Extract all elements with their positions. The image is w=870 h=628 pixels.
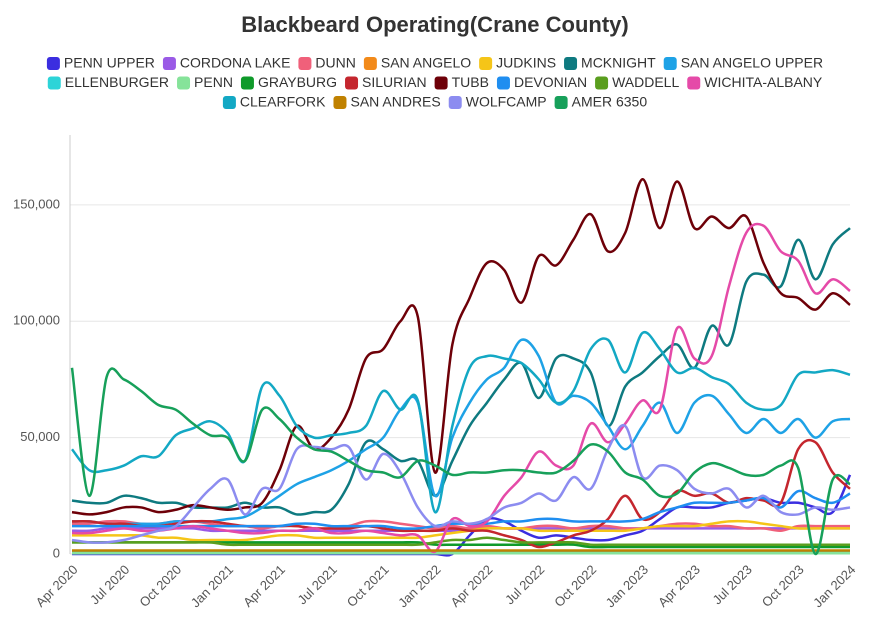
legend-swatch: [47, 76, 61, 90]
legend-label: WICHITA-ALBANY: [704, 74, 823, 90]
legend-swatch: [434, 76, 448, 90]
legend-label: JUDKINS: [496, 55, 556, 71]
legend-item: SAN ANDRES: [333, 94, 441, 110]
legend-swatch: [363, 57, 377, 70]
legend-item: SAN ANGELO: [363, 55, 471, 71]
legend-swatch: [333, 96, 347, 109]
legend-label: PENN UPPER: [64, 55, 155, 71]
legend-label: CORDONA LAKE: [180, 55, 290, 71]
series-line: [71, 338, 851, 526]
legend-item: CORDONA LAKE: [162, 55, 290, 71]
legend-label: MCKNIGHT: [581, 55, 656, 71]
x-tick-label: Jul 2022: [502, 562, 547, 607]
series-line: [72, 519, 850, 542]
legend-swatch: [448, 96, 462, 109]
legend-swatch: [663, 57, 677, 70]
legend-item: PENN: [177, 74, 233, 90]
x-tick-label: Apr 2020: [33, 562, 81, 610]
legend-item: SILURIAN: [345, 74, 427, 90]
legend-label: AMER 6350: [572, 94, 648, 110]
chart-title: Blackbeard Operating(Crane County): [241, 12, 629, 37]
legend-label: SILURIAN: [362, 74, 427, 90]
x-tick-label: Oct 2020: [136, 562, 184, 610]
legend: PENN UPPER CORDONA LAKE DUNN SAN ANGELO JUDK…: [46, 55, 823, 110]
x-tick-label: Jan 2022: [395, 562, 443, 610]
x-tick-label: Apr 2021: [240, 562, 288, 610]
y-tick-label: 50,000: [20, 429, 60, 444]
x-tick-label: Apr 2022: [448, 562, 496, 610]
legend-item: MCKNIGHT: [564, 55, 656, 71]
legend-item: CLEARFORK: [222, 94, 326, 110]
legend-item: ELLENBURGER: [47, 74, 169, 90]
legend-swatch: [479, 57, 493, 70]
legend-swatch: [496, 76, 510, 90]
legend-label: CLEARFORK: [240, 94, 326, 110]
series-line: [71, 177, 851, 516]
x-tick-label: Apr 2023: [655, 562, 703, 610]
legend-item: WOLFCAMP: [448, 94, 547, 110]
legend-item: WICHITA-ALBANY: [687, 74, 823, 90]
legend-swatch: [240, 76, 254, 90]
x-tick-label: Jul 2023: [709, 562, 754, 607]
legend-label: SAN ANGELO UPPER: [681, 55, 823, 71]
legend-swatch: [564, 57, 578, 70]
legend-item: TUBB: [434, 74, 489, 90]
legend-item: DUNN: [298, 55, 356, 71]
y-tick-label: 0: [53, 545, 60, 560]
legend-item: AMER 6350: [554, 94, 648, 110]
legend-item: WADDELL: [595, 74, 679, 90]
series-line: [71, 330, 851, 514]
legend-label: WOLFCAMP: [466, 94, 547, 110]
legend-label: PENN: [194, 74, 233, 90]
legend-item: GRAYBURG: [240, 74, 337, 90]
legend-swatch: [162, 57, 176, 70]
legend-swatch: [687, 76, 701, 90]
legend-label: TUBB: [452, 74, 489, 90]
legend-item: DEVONIAN: [496, 74, 587, 90]
legend-swatch: [298, 57, 312, 70]
series-line: [71, 227, 851, 516]
legend-label: WADDELL: [612, 74, 679, 90]
legend-swatch: [345, 76, 359, 90]
x-tick-label: Jan 2024: [810, 562, 858, 610]
plot-area: [70, 177, 852, 557]
legend-label: SAN ANDRES: [350, 94, 440, 110]
series-line: [70, 367, 851, 556]
legend-label: DEVONIAN: [514, 74, 587, 90]
legend-label: DUNN: [315, 55, 355, 71]
legend-item: SAN ANGELO UPPER: [663, 55, 823, 71]
legend-swatch: [222, 96, 236, 109]
legend-swatch: [554, 96, 568, 109]
y-tick-label: 150,000: [13, 196, 60, 211]
series-line: [71, 423, 851, 544]
x-tick-label: Jul 2021: [295, 562, 340, 607]
legend-label: SAN ANGELO: [381, 55, 471, 71]
x-tick-label: Oct 2022: [551, 562, 599, 610]
legend-item: JUDKINS: [479, 55, 556, 71]
legend-item: PENN UPPER: [46, 55, 155, 71]
x-tick-label: Jul 2020: [87, 562, 132, 607]
legend-label: ELLENBURGER: [65, 74, 169, 90]
x-tick-label: Oct 2021: [344, 562, 392, 610]
y-tick-label: 100,000: [13, 313, 60, 328]
legend-swatch: [46, 57, 60, 70]
series-line: [71, 438, 851, 549]
x-tick-label: Jan 2021: [188, 562, 236, 610]
legend-swatch: [595, 76, 609, 90]
legend-label: GRAYBURG: [258, 74, 337, 90]
x-tick-label: Oct 2023: [759, 562, 807, 610]
legend-swatch: [177, 76, 191, 90]
series-line: [72, 536, 850, 547]
x-tick-label: Jan 2023: [603, 562, 651, 610]
